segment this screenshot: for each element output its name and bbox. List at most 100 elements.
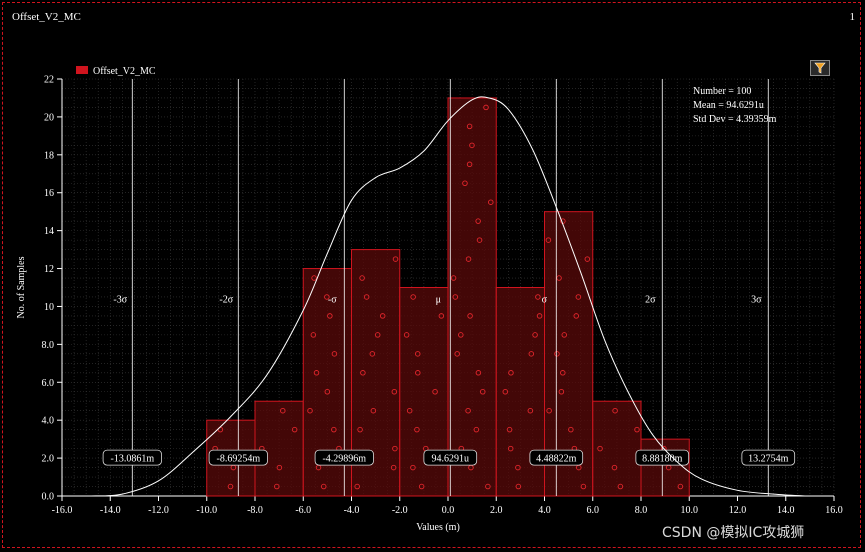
sigma-symbol: -3σ [113, 295, 127, 306]
sample-point [324, 389, 331, 395]
sample-point [311, 275, 317, 281]
sample-point [327, 313, 333, 319]
sample-point [677, 483, 684, 490]
y-tick-label: 14 [44, 226, 54, 237]
sample-point [280, 407, 286, 414]
sample-point [452, 294, 459, 300]
sample-point [291, 426, 298, 433]
sigma-symbol: -σ [328, 295, 337, 306]
sample-point [536, 313, 543, 319]
filter-funnel-icon[interactable] [810, 60, 830, 76]
sample-point [465, 407, 471, 414]
window-number: 1 [849, 11, 856, 23]
sample-point [515, 464, 521, 471]
sample-point [528, 351, 535, 357]
sigma-value-box [314, 449, 374, 466]
sample-point [357, 426, 363, 433]
sample-point [313, 370, 320, 376]
sample-point [475, 370, 482, 376]
x-tick-label: 16.0 [825, 505, 843, 516]
sample-point [390, 464, 397, 471]
sample-point [410, 464, 416, 471]
x-tick-label: -2.0 [392, 505, 408, 516]
x-tick-label: 10.0 [681, 505, 699, 516]
y-tick-label: 0.0 [42, 492, 55, 503]
sample-point [554, 351, 560, 357]
sample-point [573, 313, 579, 319]
sample-point [363, 294, 370, 300]
sigma-symbol: 3σ [751, 295, 762, 306]
sample-point [556, 275, 562, 281]
sigma-value-label: -4.29896m [322, 454, 366, 465]
sample-point [331, 351, 338, 357]
sample-point [392, 445, 398, 452]
sample-point [535, 294, 541, 300]
histogram-bar [640, 438, 690, 497]
sample-point [438, 313, 445, 319]
y-axis-label: No. of Samples [16, 256, 27, 318]
sample-point [310, 332, 317, 338]
sigma-value-label: 94.6291u [432, 454, 470, 465]
y-tick-label: 10 [44, 302, 54, 313]
sample-point [561, 332, 568, 338]
sample-point [584, 256, 591, 262]
x-tick-label: -8.0 [247, 505, 263, 516]
sample-point [418, 483, 425, 490]
sigma-symbol: μ [436, 295, 441, 306]
x-tick-label: 8.0 [635, 505, 648, 516]
sample-point [354, 483, 360, 490]
sample-point [469, 142, 475, 149]
histogram-bar [254, 400, 304, 497]
sample-point [374, 332, 381, 338]
sample-point [612, 407, 618, 414]
sample-point [406, 407, 413, 414]
sample-point [403, 332, 410, 338]
sample-point [360, 370, 366, 376]
sample-point [324, 294, 330, 300]
sample-point [466, 123, 473, 130]
sample-point [502, 389, 509, 395]
y-tick-label: 4.0 [42, 416, 55, 427]
sigma-value-label: -8.69254m [216, 454, 260, 465]
y-tick-label: 2.0 [42, 454, 55, 465]
y-tick-label: 22 [44, 75, 54, 86]
x-tick-label: -16.0 [52, 505, 73, 516]
x-axis-label: Values (m) [416, 522, 460, 533]
sigma-value-box [423, 449, 478, 466]
sample-point [580, 483, 587, 490]
y-tick-label: 16 [44, 188, 54, 199]
sample-point [575, 294, 582, 300]
x-tick-label: 2.0 [490, 505, 503, 516]
sample-point [410, 294, 416, 300]
sample-point [560, 370, 566, 376]
x-tick-label: 4.0 [538, 505, 551, 516]
sample-point [414, 426, 420, 433]
sigma-value-label: 4.48822m [536, 454, 577, 465]
sample-point [506, 426, 513, 433]
sigma-value-box [741, 449, 796, 466]
sample-point [515, 483, 522, 490]
sigma-symbol: 2σ [645, 295, 656, 306]
x-tick-label: -14.0 [100, 505, 121, 516]
sample-point [392, 256, 399, 262]
sample-point [611, 464, 618, 471]
sample-point [473, 426, 480, 433]
sigma-value-box [102, 449, 162, 466]
sample-point [476, 237, 483, 243]
sample-point [320, 483, 327, 490]
x-tick-label: -12.0 [148, 505, 169, 516]
density-curve [90, 96, 806, 497]
sigma-symbol: -2σ [219, 295, 233, 306]
stats-mean: Mean = 94.6291u [693, 100, 764, 111]
x-tick-label: -10.0 [196, 505, 217, 516]
sample-point [359, 275, 365, 281]
sample-point [462, 180, 468, 186]
sample-point [331, 426, 337, 433]
sample-point [454, 351, 460, 357]
sample-point [415, 370, 421, 376]
sample-point [508, 370, 514, 376]
x-tick-label: -4.0 [344, 505, 360, 516]
y-tick-label: 18 [44, 150, 54, 161]
